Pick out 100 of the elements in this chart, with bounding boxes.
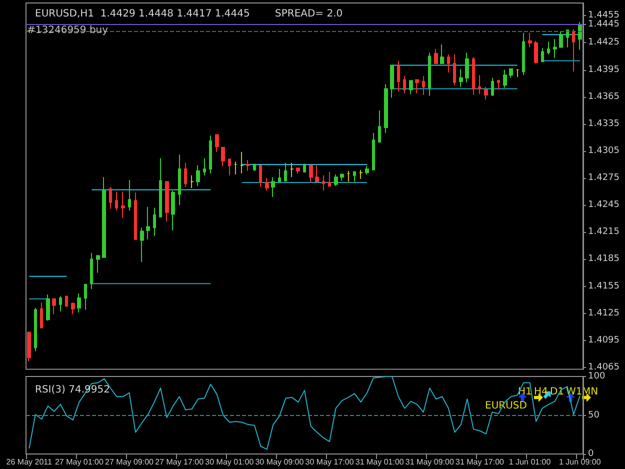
candlestick [84,283,87,310]
candlestick [547,41,550,55]
candlestick [140,227,144,262]
candlestick [415,79,419,94]
x-tick-label: 30 May 09:00 [255,458,304,466]
candlestick [40,302,43,328]
candlestick [265,178,269,192]
candlestick [516,69,519,78]
candlestick [484,86,488,100]
candlestick [71,302,75,315]
y-tick-label: 50 [588,410,600,420]
candlestick [353,171,356,182]
y-tick-label: 1.4335 [588,118,620,129]
candlestick [497,79,500,90]
candlestick [372,132,375,170]
candlestick [290,162,294,178]
candlestick [159,158,162,218]
x-tick-label: 27 May 09:00 [105,458,154,466]
y-tick-label: 1.4445 [588,20,620,30]
candlestick [465,52,469,83]
x-tick-label: 26 May 2011 [6,458,53,466]
candlestick [378,110,381,142]
candlestick [246,159,250,172]
candlestick [27,330,31,362]
y-tick-label: 1.4365 [588,92,620,102]
candlestick [572,28,575,72]
candlestick [328,171,331,187]
candlestick [422,76,425,96]
y-tick-label: 1.4065 [588,362,620,372]
candlestick [109,186,112,210]
candlestick [146,206,150,240]
candlestick [296,168,300,174]
candlestick [434,48,438,64]
candlestick [171,190,175,231]
candlestick [165,181,169,222]
y-tick-label: 1.4215 [588,227,620,238]
candlestick [77,293,81,313]
candlestick [447,54,450,73]
annotation: H4 [534,386,548,398]
candlestick [541,48,544,62]
candlestick [409,80,413,95]
x-tick-label: 30 May 01:00 [205,458,254,466]
x-tick-label: 1 Jun 01:00 [508,458,552,466]
candlestick [303,163,306,174]
candlestick [359,169,363,180]
candlestick [90,252,93,290]
x-tick-label: 31 May 09:00 [405,458,454,466]
candlestick [428,52,431,96]
x-tick-label: 31 May 17:00 [455,458,505,466]
candlestick [347,170,350,182]
candlestick [178,154,181,206]
candlestick [215,134,219,152]
candlestick [221,146,225,167]
candlestick [278,168,281,182]
y-tick-label: 1.4455 [588,10,620,21]
candlestick [134,192,137,240]
candlestick [491,77,494,96]
x-tick-label: 31 May 01:00 [355,458,404,466]
candlestick [52,298,56,315]
y-tick-label: 0 [588,449,594,459]
candlestick [128,179,131,212]
candlestick [522,32,525,76]
candlestick [334,174,338,187]
y-tick-label: 1.4245 [588,200,620,210]
candlestick [209,135,212,174]
candlestick [459,68,463,88]
candlestick [190,174,194,188]
candlestick [34,307,37,352]
candlestick [196,164,200,187]
candlestick [228,158,231,176]
candlestick [509,68,513,78]
candlestick [240,151,244,174]
x-tick-label: 27 May 01:00 [54,458,104,466]
candlestick [440,44,444,64]
candlestick [384,84,388,134]
candlestick [365,166,369,175]
candlestick [234,161,237,175]
candlestick [340,173,344,182]
candlestick [578,21,582,50]
candlestick [472,56,475,96]
y-tick-label: 1.4425 [588,38,620,48]
x-tick-label: 27 May 17:00 [155,458,204,466]
candlestick [203,158,206,176]
candlestick [390,64,394,98]
candlestick [315,164,319,182]
candlestick [46,294,50,322]
y-tick-label: 1.4155 [588,281,620,292]
candlestick [559,31,563,48]
candlestick [528,32,532,48]
x-tick-label: 30 May 17:00 [305,458,354,466]
y-tick-label: 100 [588,372,606,382]
candlestick [403,76,406,94]
candlestick [96,255,100,274]
text: SPREAD= 2.0 [275,8,343,20]
candlestick [453,54,456,86]
candlestick [322,174,325,192]
y-tick-label: 1.4185 [588,254,620,264]
candlestick [184,162,187,188]
candlestick [59,296,62,312]
candlestick [271,176,275,198]
